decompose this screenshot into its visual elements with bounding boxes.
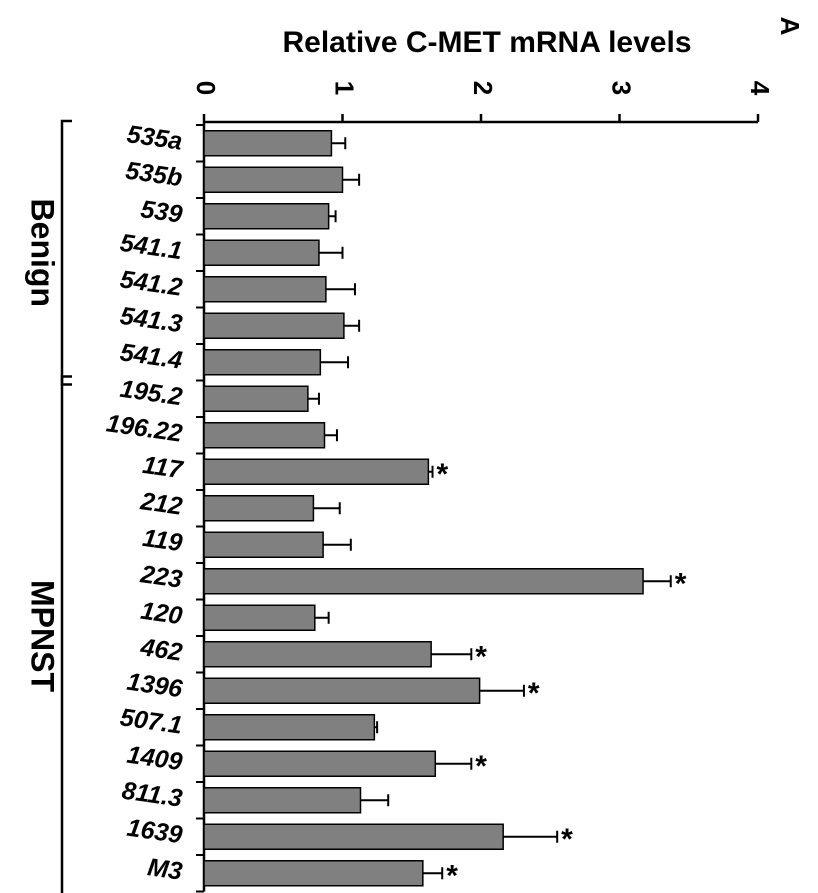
significance-star: * [475, 750, 487, 783]
category-label: 223 [138, 560, 184, 594]
category-label: 1396 [125, 668, 185, 704]
category-label: 811.3 [120, 777, 184, 813]
significance-star: * [528, 677, 540, 710]
category-label: 117 [141, 451, 185, 484]
group-layer: Benign MPNST [25, 119, 72, 893]
bar [203, 787, 362, 814]
panel-label: A [775, 17, 805, 36]
category-label: 541.3 [118, 302, 184, 338]
bar [203, 166, 344, 193]
bar [203, 641, 432, 668]
significance-star: * [675, 567, 687, 600]
group-bracket [60, 119, 72, 386]
category-label: 1409 [125, 741, 184, 776]
category-label: 541.2 [118, 265, 184, 301]
category-label: 507.1 [118, 703, 184, 739]
bar [203, 860, 424, 887]
category-label: 535a [125, 120, 184, 155]
significance-star: * [437, 458, 449, 491]
significance-star: * [561, 823, 573, 856]
x-tick-label: 2 [468, 81, 498, 95]
category-label: 119 [141, 524, 184, 557]
significance-star: * [446, 859, 458, 892]
bar [203, 203, 330, 230]
bar [203, 458, 430, 485]
group-label: Benign [25, 199, 61, 307]
category-label: 120 [139, 597, 184, 631]
bar [203, 604, 316, 631]
category-label: 541.4 [118, 338, 184, 374]
bar [203, 714, 376, 741]
category-label: 535b [124, 157, 184, 193]
category-label: M3 [146, 853, 184, 886]
category-label: 462 [138, 633, 184, 667]
bar [203, 495, 315, 522]
bar [203, 385, 309, 412]
category-label: 196.22 [105, 409, 185, 447]
category-label: 195.2 [118, 375, 184, 411]
bar [203, 531, 324, 558]
x-tick-label: 1 [330, 81, 360, 95]
bar [203, 422, 326, 449]
bar [203, 312, 345, 339]
significance-star: * [475, 640, 487, 673]
bar [203, 349, 322, 376]
bar [203, 750, 437, 777]
bar [203, 823, 504, 850]
category-label: 539 [139, 195, 184, 229]
category-label: 541.1 [118, 229, 184, 265]
bar [203, 568, 644, 595]
bar [203, 276, 327, 303]
x-tick-label: 4 [745, 81, 775, 96]
x-tick-label: 3 [607, 81, 637, 95]
group-label: MPNST [25, 580, 61, 692]
category-label: 212 [138, 487, 184, 521]
x-axis-title: Relative C-MET mRNA levels [282, 26, 691, 59]
group-bracket [60, 375, 72, 893]
bar [203, 130, 333, 157]
bar [203, 239, 320, 266]
label-layer: 535a535b539541.1541.2541.3541.4195.2196.… [105, 120, 186, 885]
bar [203, 677, 481, 704]
x-tick-label: 0 [191, 81, 221, 95]
bar-layer: * * * * * * * [203, 130, 687, 892]
category-label: 1639 [125, 814, 184, 849]
